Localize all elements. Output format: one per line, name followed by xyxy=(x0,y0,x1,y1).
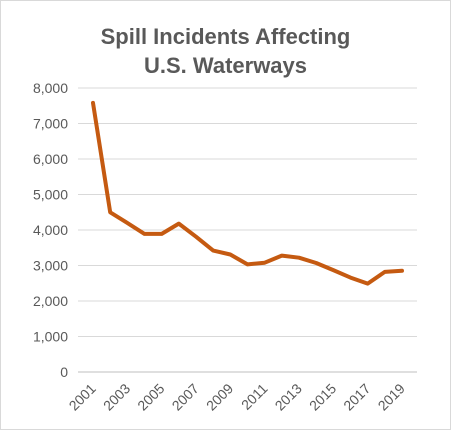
x-tick-label: 2013 xyxy=(272,380,305,413)
x-tick-label: 2005 xyxy=(134,380,167,413)
y-tick-label: 7,000 xyxy=(33,116,68,132)
chart-title: Spill Incidents Affecting U.S. Waterways xyxy=(0,22,451,80)
y-tick-label: 3,000 xyxy=(33,258,68,274)
x-tick-label: 2015 xyxy=(306,380,339,413)
y-tick-label: 8,000 xyxy=(33,80,68,96)
y-tick-label: 5,000 xyxy=(33,187,68,203)
chart-title-line-1: Spill Incidents Affecting xyxy=(100,24,351,49)
x-tick-label: 2009 xyxy=(203,380,236,413)
chart-title-line-2: U.S. Waterways xyxy=(143,53,308,78)
y-tick-label: 6,000 xyxy=(33,151,68,167)
x-tick-label: 2003 xyxy=(100,380,133,413)
y-tick-label: 1,000 xyxy=(33,329,68,345)
x-axis-tick-labels: 2001 2003 2005 2007 2009 2011 2013 2015 2017 2019 xyxy=(66,380,408,413)
x-tick-label: 2011 xyxy=(238,380,271,413)
x-tick-label: 2017 xyxy=(340,380,373,413)
y-tick-label: 0 xyxy=(60,364,68,380)
y-axis-tick-labels: 0 1,000 2,000 3,000 4,000 5,000 6,000 7,000 8,00… xyxy=(33,80,68,380)
gridlines xyxy=(78,87,417,373)
x-tick-label: 2007 xyxy=(169,380,202,413)
y-tick-label: 4,000 xyxy=(33,222,68,238)
x-tick-label: 2001 xyxy=(66,380,99,413)
series-line xyxy=(91,100,404,286)
y-tick-label: 2,000 xyxy=(33,293,68,309)
x-tick-label: 2019 xyxy=(375,380,408,413)
data-series xyxy=(91,100,404,286)
